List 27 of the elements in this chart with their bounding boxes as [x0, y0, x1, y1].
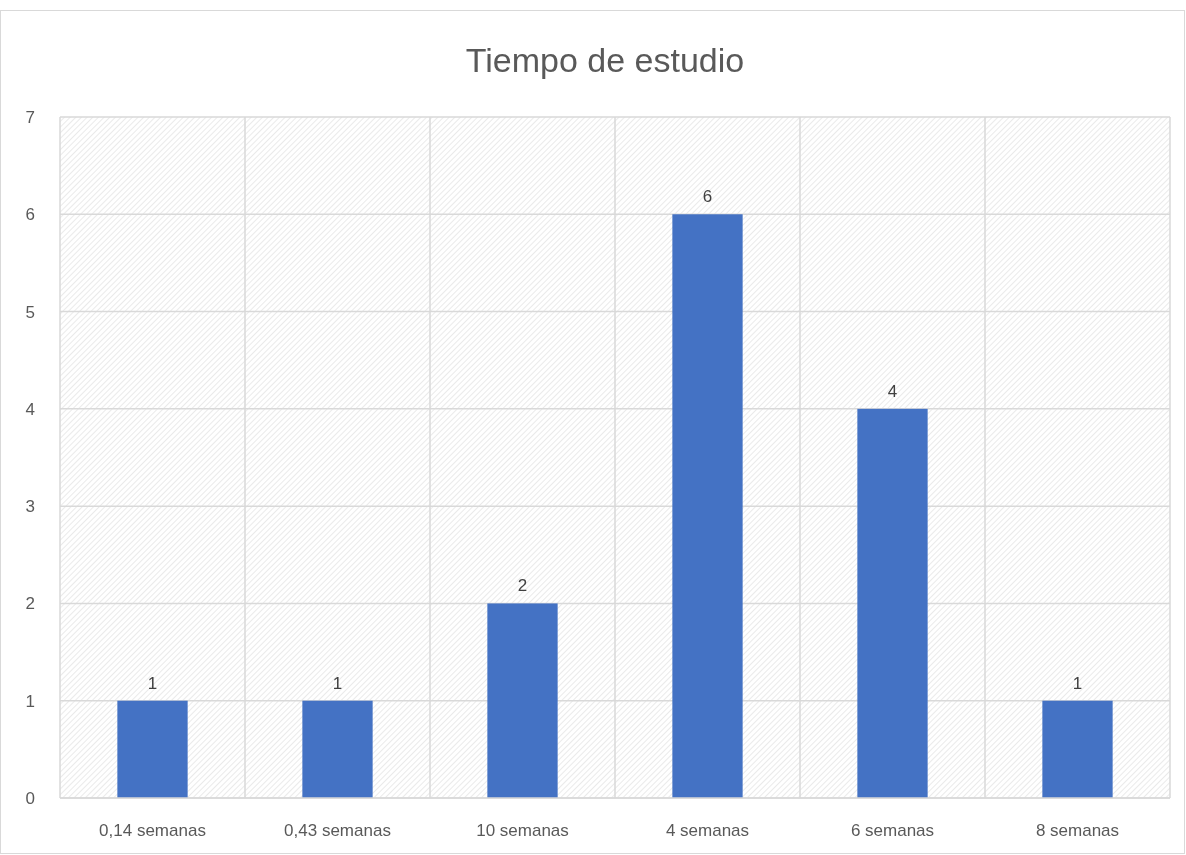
data-label: 1: [1072, 673, 1083, 693]
y-tick-label: 0: [25, 788, 35, 808]
y-tick-label: 7: [25, 107, 35, 127]
x-tick-label: 6 semanas: [850, 821, 935, 840]
x-tick-label: 8 semanas: [1035, 821, 1120, 840]
y-tick-label: 1: [25, 691, 35, 711]
bar: [857, 408, 928, 798]
chart-title: Tiempo de estudio: [465, 41, 745, 79]
x-tick-label: 10 semanas: [476, 821, 569, 840]
bar: [1042, 700, 1113, 798]
data-label: 1: [147, 673, 158, 693]
data-label: 2: [517, 576, 528, 596]
bar: [487, 603, 558, 798]
bar: [672, 214, 743, 798]
y-tick-label: 2: [25, 594, 35, 614]
y-tick-label: 4: [25, 399, 35, 419]
bar: [302, 700, 373, 798]
y-tick-label: 5: [25, 302, 35, 322]
y-tick-label: 3: [25, 497, 35, 517]
data-label: 6: [702, 187, 713, 207]
y-tick-label: 6: [25, 205, 35, 225]
x-tick-label: 0,43 semanas: [284, 821, 391, 840]
data-label: 1: [332, 673, 343, 693]
x-tick-label: 4 semanas: [665, 821, 750, 840]
data-label: 4: [887, 381, 898, 401]
x-tick-label: 0,14 semanas: [99, 821, 206, 840]
bar: [117, 700, 188, 798]
